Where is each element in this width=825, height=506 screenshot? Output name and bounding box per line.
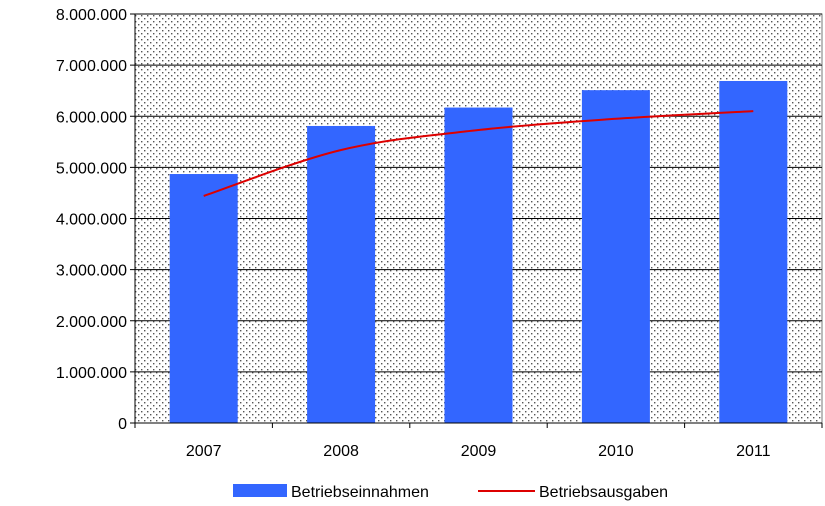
legend-label-bar-series: Betriebseinnahmen <box>291 484 429 501</box>
y-tick-label: 7.000.000 <box>56 58 127 75</box>
y-tick-label: 6.000.000 <box>56 109 127 126</box>
x-tick-label: 2008 <box>323 443 359 460</box>
y-tick-label: 8.000.000 <box>56 7 127 24</box>
bar <box>719 80 788 423</box>
y-tick-label: 5.000.000 <box>56 160 127 177</box>
legend-label-line-series: Betriebsausgaben <box>539 484 668 501</box>
line-series <box>203 110 754 197</box>
bar <box>581 90 650 424</box>
x-tick-label: 2007 <box>186 443 222 460</box>
x-tick-label: 2010 <box>598 443 634 460</box>
y-tick-label: 4.000.000 <box>56 212 127 229</box>
y-axis-tick-labels: 0 1.000.000 2.000.000 3.000.000 4.000.000 5.0… <box>56 7 127 433</box>
x-axis-tick-labels: 2007 2008 2009 2010 2011 <box>186 443 771 460</box>
bar <box>307 125 376 424</box>
legend: Betriebseinnahmen Betriebsausgaben <box>233 484 668 501</box>
legend-swatch-bar <box>233 484 287 497</box>
y-tick-label: 0 <box>118 416 127 433</box>
bar <box>169 174 238 423</box>
x-tick-label: 2011 <box>736 443 771 460</box>
y-tick-label: 2.000.000 <box>56 314 127 331</box>
y-tick-label: 1.000.000 <box>56 365 127 382</box>
y-tick-label: 3.000.000 <box>56 263 127 280</box>
bar-series <box>169 80 788 424</box>
axes <box>130 13 823 428</box>
bar <box>444 107 513 423</box>
series-line <box>203 110 754 197</box>
x-tick-label: 2009 <box>461 443 497 460</box>
